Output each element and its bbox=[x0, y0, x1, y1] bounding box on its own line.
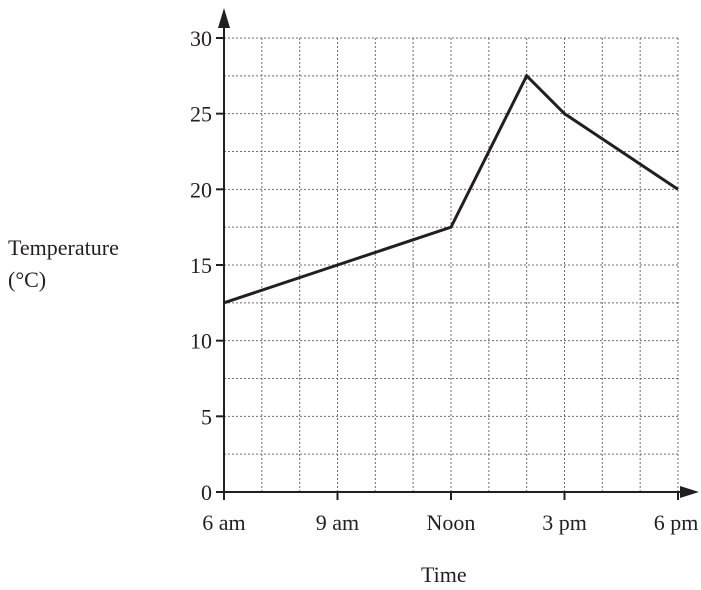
y-axis-arrow bbox=[218, 8, 230, 28]
y-tick-label: 15 bbox=[190, 253, 212, 278]
y-tick-label: 30 bbox=[190, 26, 212, 51]
series bbox=[223, 73, 679, 305]
x-tick-label: 6 pm bbox=[654, 510, 699, 535]
ticks: 0 5 10 15 20 25 30 6 am 9 am Noon 3 pm 6 pm bbox=[190, 26, 698, 535]
y-axis-label-line-2: (°C) bbox=[8, 267, 47, 292]
y-tick-label: 25 bbox=[190, 102, 212, 127]
x-axis-label: Time bbox=[421, 562, 467, 587]
temperature-line bbox=[223, 73, 679, 305]
grid bbox=[224, 37, 679, 492]
x-tick-label: 9 am bbox=[316, 510, 359, 535]
x-tick-label: 6 am bbox=[202, 510, 245, 535]
x-tick-label: Noon bbox=[427, 510, 476, 535]
y-tick-label: 5 bbox=[201, 404, 212, 429]
y-tick-label: 10 bbox=[190, 329, 212, 354]
y-tick-label: 0 bbox=[201, 480, 212, 505]
y-axis-label-line-1: Temperature bbox=[8, 235, 119, 260]
y-axis-label: Temperature (°C) bbox=[8, 232, 119, 296]
x-axis-arrow bbox=[680, 486, 699, 498]
x-tick-label: 3 pm bbox=[542, 510, 587, 535]
axes bbox=[216, 8, 699, 500]
y-tick-label: 20 bbox=[190, 177, 212, 202]
